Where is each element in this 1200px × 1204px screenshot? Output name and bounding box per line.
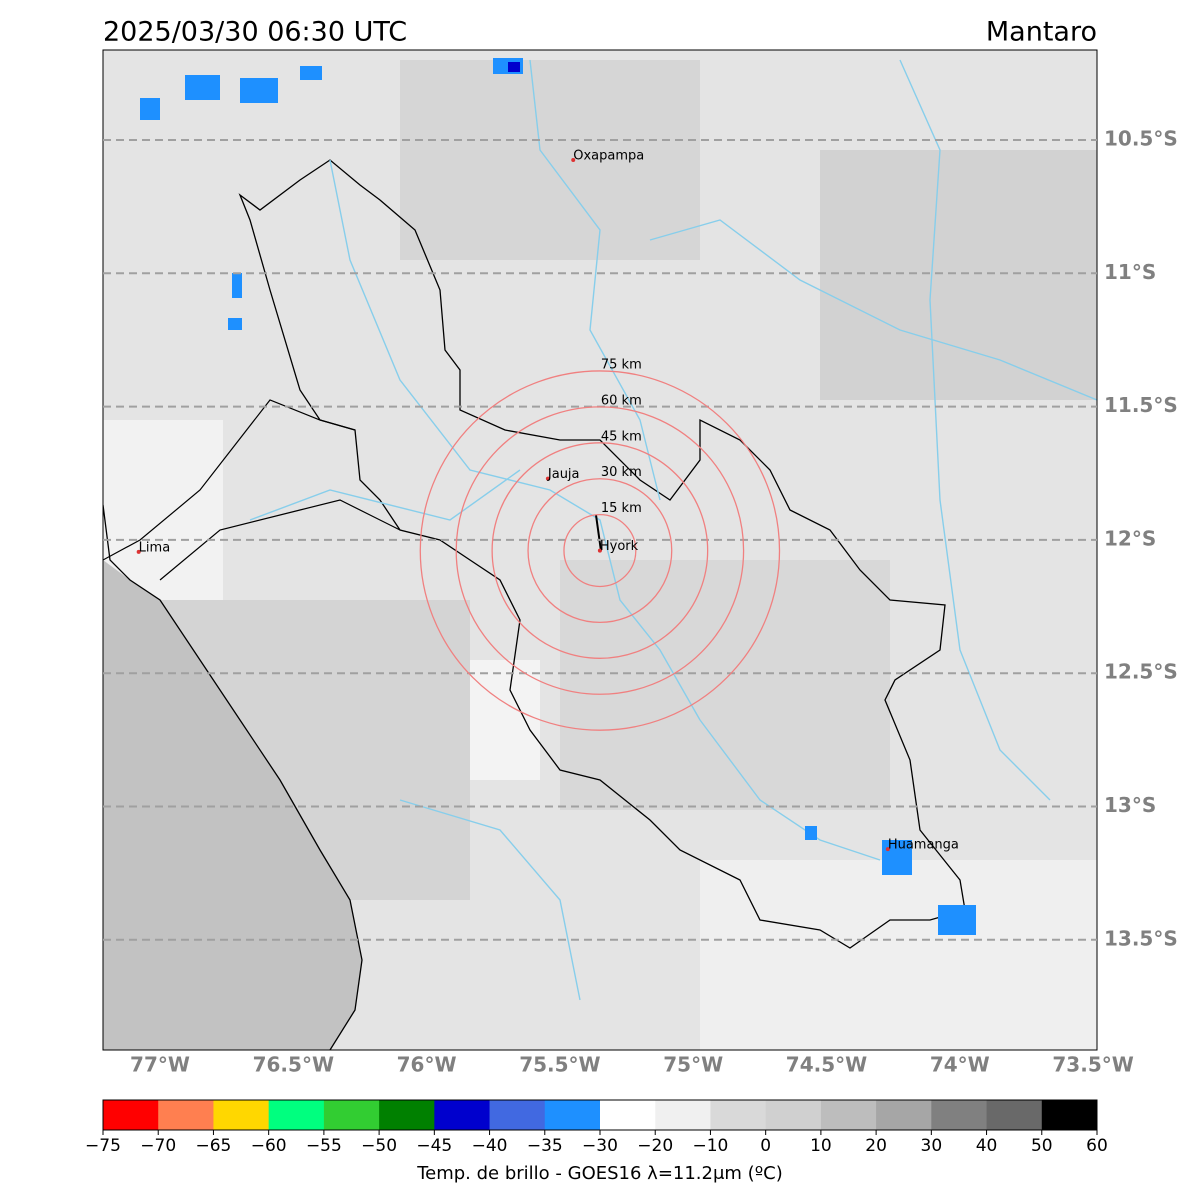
colorbar-bin: [655, 1100, 711, 1130]
colorbar-tick-label: 50: [1031, 1136, 1053, 1156]
colorbar-bin: [765, 1100, 822, 1130]
title-region: Mantaro: [986, 17, 1097, 48]
colorbar-tick-label: 30: [921, 1136, 943, 1156]
colorbar-bin: [379, 1100, 435, 1130]
colorbar-bin: [986, 1100, 1043, 1130]
colorbar-tick-label: 60: [1086, 1136, 1108, 1156]
colorbar-bin: [931, 1100, 988, 1130]
range-ring: [419, 370, 781, 731]
map-background: [103, 50, 1097, 1050]
city-label: Huamanga: [888, 838, 959, 853]
colorbar-bin: [876, 1100, 932, 1130]
colorbar-tick-label: −30: [582, 1136, 618, 1156]
city-marker: [571, 157, 576, 162]
colorbar-bin: [268, 1100, 325, 1130]
ring-label: 60 km: [601, 393, 642, 408]
city-label: Hyork: [600, 539, 639, 554]
colorbar-bin: [820, 1100, 877, 1130]
colorbar-bin: [489, 1100, 546, 1130]
colorbar-tick-label: −50: [361, 1136, 397, 1156]
lat-tick-label: 11.5°S: [1104, 393, 1178, 417]
colorbar-tick-label: 40: [976, 1136, 998, 1156]
range-ring: [491, 442, 709, 659]
lon-tick-label: 74.5°W: [786, 1053, 867, 1077]
colorbar-bin: [158, 1100, 214, 1130]
colorbar-tick-label: −45: [416, 1136, 452, 1156]
city-marker: [545, 476, 550, 481]
city-label: Oxapampa: [573, 148, 644, 163]
colorbar-tick-label: −65: [195, 1136, 231, 1156]
lon-tick-label: 77°W: [130, 1053, 190, 1077]
colorbar-bin: [710, 1100, 767, 1130]
map-frame: [102, 49, 1098, 1051]
lat-tick-label: 10.5°S: [1104, 127, 1178, 151]
range-ring: [455, 406, 745, 695]
ring-label: 15 km: [601, 501, 642, 516]
ring-label: 45 km: [601, 429, 642, 444]
range-ring: [563, 513, 637, 588]
colorbar-tick-label: −60: [251, 1136, 287, 1156]
lat-tick-label: 12°S: [1104, 526, 1156, 550]
ring-label: 75 km: [601, 357, 642, 372]
lat-tick-label: 11°S: [1104, 260, 1156, 284]
city-marker: [885, 847, 890, 852]
lon-tick-label: 75.5°W: [519, 1053, 600, 1077]
colorbar-tick-label: −55: [306, 1136, 342, 1156]
colorbar-bin: [600, 1100, 656, 1130]
lon-tick-label: 76.5°W: [253, 1053, 334, 1077]
colorbar-tick-label: 0: [760, 1136, 771, 1156]
range-ring: [527, 478, 673, 624]
colorbar-bin: [103, 1100, 159, 1130]
lon-tick-label: 73.5°W: [1052, 1053, 1133, 1077]
city-marker: [597, 548, 602, 553]
colorbar-tick-label: −20: [637, 1136, 673, 1156]
colorbar-tick-label: −35: [527, 1136, 563, 1156]
title-time: 2025/03/30 06:30 UTC: [103, 17, 407, 48]
city-marker: [136, 549, 141, 554]
colorbar-tick-label: 20: [865, 1136, 887, 1156]
lat-tick-label: 12.5°S: [1104, 660, 1178, 684]
colorbar-label: Temp. de brillo - GOES16 λ=11.2μm (ºC): [416, 1163, 783, 1184]
lat-tick-label: 13.5°S: [1104, 926, 1178, 950]
colorbar-bin: [544, 1100, 601, 1130]
lon-tick-label: 76°W: [397, 1053, 457, 1077]
city-label: Lima: [139, 540, 170, 555]
ring-label: 30 km: [601, 465, 642, 480]
colorbar-tick-label: −75: [85, 1136, 121, 1156]
colorbar-bin: [434, 1100, 491, 1130]
city-label: Jauja: [547, 467, 580, 482]
lat-tick-label: 13°S: [1104, 793, 1156, 817]
colorbar-tick-label: 10: [810, 1136, 832, 1156]
colorbar-bin: [323, 1100, 380, 1130]
colorbar-tick-label: −70: [140, 1136, 176, 1156]
colorbar-tick-label: −40: [472, 1136, 508, 1156]
lon-tick-label: 75°W: [663, 1053, 723, 1077]
colorbar-bin: [213, 1100, 270, 1130]
colorbar-tick-label: −10: [692, 1136, 728, 1156]
colorbar-bin: [1041, 1100, 1098, 1130]
lon-tick-label: 74°W: [930, 1053, 990, 1077]
